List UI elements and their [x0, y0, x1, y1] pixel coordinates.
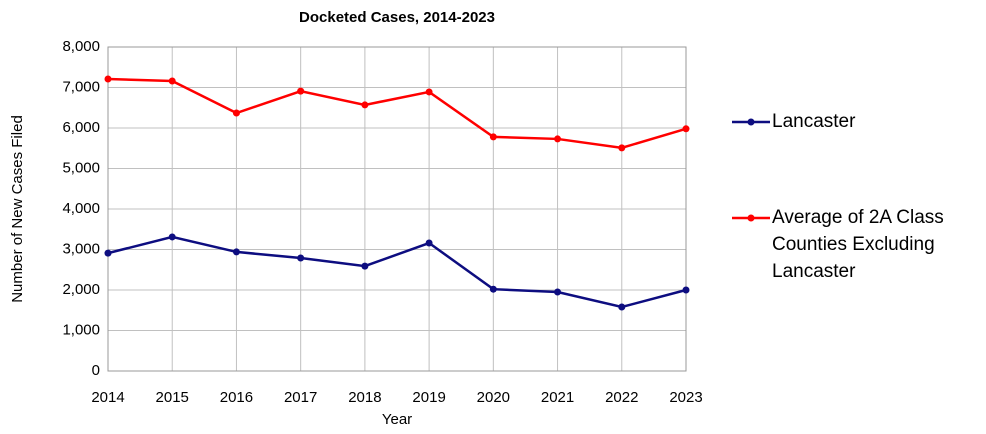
legend-swatch	[732, 214, 770, 222]
chart-title: Docketed Cases, 2014-2023	[299, 9, 495, 26]
data-point	[554, 135, 562, 143]
data-point	[425, 239, 433, 247]
data-point	[489, 285, 497, 293]
x-tick-label: 2021	[541, 389, 574, 406]
x-tick-label: 2014	[91, 389, 124, 406]
data-point	[425, 88, 433, 96]
data-point	[682, 125, 690, 133]
x-tick-label: 2019	[412, 389, 445, 406]
y-tick-label: 1,000	[62, 321, 100, 338]
x-tick-label: 2018	[348, 389, 381, 406]
legend-entry: Lancaster	[730, 108, 986, 135]
data-point	[618, 144, 626, 152]
data-point	[232, 109, 240, 117]
data-point	[232, 248, 240, 256]
data-point	[361, 262, 369, 270]
x-tick-label: 2022	[605, 389, 638, 406]
y-tick-label: 4,000	[62, 200, 100, 217]
y-tick-label: 8,000	[62, 38, 100, 55]
data-point	[618, 303, 626, 311]
x-axis-label: Year	[382, 411, 412, 428]
y-tick-label: 6,000	[62, 119, 100, 136]
plot-border	[107, 46, 687, 372]
legend-entry: Average of 2A Class Counties Excluding L…	[730, 204, 986, 285]
y-tick-label: 2,000	[62, 281, 100, 298]
y-tick-label: 0	[92, 362, 100, 379]
data-point	[168, 233, 176, 241]
y-tick-label: 7,000	[62, 78, 100, 95]
y-tick-label: 5,000	[62, 159, 100, 176]
x-tick-label: 2020	[477, 389, 510, 406]
x-tick-label: 2017	[284, 389, 317, 406]
legend-label: Average of 2A Class Counties Excluding L…	[772, 207, 944, 282]
legend-label: Lancaster	[772, 111, 856, 132]
legend-swatch	[732, 118, 770, 126]
data-point	[104, 249, 112, 257]
data-point	[682, 286, 690, 294]
data-point	[554, 288, 562, 296]
x-tick-label: 2015	[156, 389, 189, 406]
y-tick-label: 3,000	[62, 240, 100, 257]
series-line	[107, 235, 687, 309]
x-tick-label: 2023	[669, 389, 702, 406]
data-point	[489, 133, 497, 141]
data-point	[168, 77, 176, 85]
data-point	[104, 75, 112, 83]
legend-marker	[747, 214, 755, 222]
data-point	[361, 101, 369, 109]
y-axis-label: Number of New Cases Filed	[9, 115, 26, 303]
data-point	[297, 87, 305, 95]
data-point	[297, 254, 305, 262]
legend-marker	[747, 118, 755, 126]
x-tick-label: 2016	[220, 389, 253, 406]
series-line	[107, 77, 687, 150]
